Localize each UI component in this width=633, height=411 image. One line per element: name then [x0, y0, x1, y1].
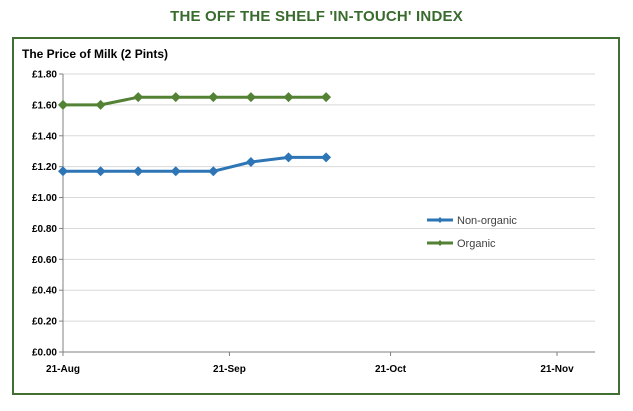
data-point: [133, 92, 144, 103]
x-tick-label: 21-Oct: [375, 364, 407, 375]
data-point: [283, 92, 294, 103]
data-point: [95, 166, 106, 177]
page-title: THE OFF THE SHELF 'IN-TOUCH' INDEX: [170, 8, 463, 25]
data-point: [283, 152, 294, 163]
legend-label: Organic: [457, 238, 496, 250]
series-line-organic: [63, 95, 327, 107]
data-point: [208, 166, 219, 177]
y-tick-label: £0.60: [32, 255, 57, 266]
data-point: [170, 92, 181, 103]
legend-marker: [437, 240, 443, 246]
data-point: [58, 99, 68, 110]
x-tick-label: 21-Aug: [46, 364, 80, 375]
data-point: [245, 157, 256, 168]
data-point: [321, 152, 332, 163]
y-tick-label: £0.40: [32, 286, 57, 297]
y-tick-label: £0.00: [32, 348, 57, 359]
chart-title: The Price of Milk (2 Pints): [22, 47, 169, 61]
series-line-non-organic: [63, 155, 327, 173]
data-point: [208, 92, 219, 103]
data-point: [58, 166, 68, 177]
y-tick-label: £1.60: [32, 100, 57, 111]
x-tick-label: 21-Sep: [213, 364, 246, 375]
y-tick-label: £1.00: [32, 193, 57, 204]
data-point: [170, 166, 181, 177]
data-point: [133, 166, 144, 177]
chart-frame: The Price of Milk (2 Pints): [12, 37, 620, 395]
data-point: [95, 99, 106, 110]
x-tick-label: 21-Nov: [540, 364, 574, 375]
y-tick-label: £0.80: [32, 224, 57, 235]
legend-marker: [437, 217, 443, 223]
data-point: [321, 92, 332, 103]
y-tick-label: £0.20: [32, 317, 57, 328]
y-tick-label: £1.20: [32, 162, 57, 173]
y-tick-label: £1.40: [32, 131, 57, 142]
legend-label: Non-organic: [457, 215, 517, 227]
data-point: [245, 92, 256, 103]
y-tick-label: £1.80: [32, 70, 57, 81]
